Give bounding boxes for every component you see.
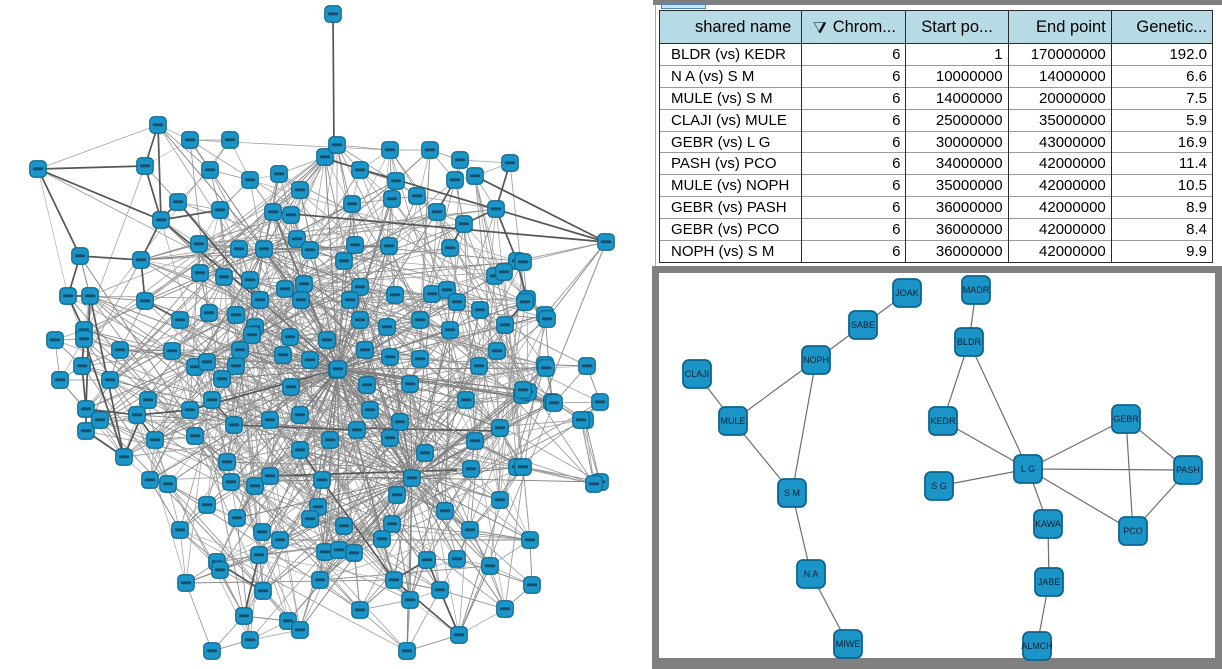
svg-text:MADR: MADR	[963, 285, 990, 295]
svg-text:GEBR: GEBR	[1113, 414, 1139, 424]
svg-text:KAWA: KAWA	[1035, 519, 1061, 529]
svg-text:S M: S M	[784, 488, 800, 498]
svg-text:JABE: JABE	[1038, 577, 1061, 587]
svg-text:MIWE: MIWE	[836, 639, 861, 649]
svg-text:S G: S G	[931, 481, 947, 491]
svg-text:JOAK: JOAK	[895, 288, 919, 298]
svg-text:KEDR: KEDR	[930, 416, 956, 426]
svg-text:N A: N A	[804, 569, 819, 579]
svg-text:MULE: MULE	[720, 416, 745, 426]
svg-text:CLAJI: CLAJI	[685, 369, 710, 379]
svg-text:L G: L G	[1021, 464, 1035, 474]
svg-text:SABE: SABE	[851, 320, 875, 330]
svg-text:BLDR: BLDR	[957, 337, 982, 347]
svg-text:PASH: PASH	[1176, 465, 1200, 475]
svg-text:PCO: PCO	[1123, 526, 1143, 536]
svg-text:ALMCH: ALMCH	[1021, 641, 1053, 651]
svg-text:NOPH: NOPH	[803, 355, 829, 365]
